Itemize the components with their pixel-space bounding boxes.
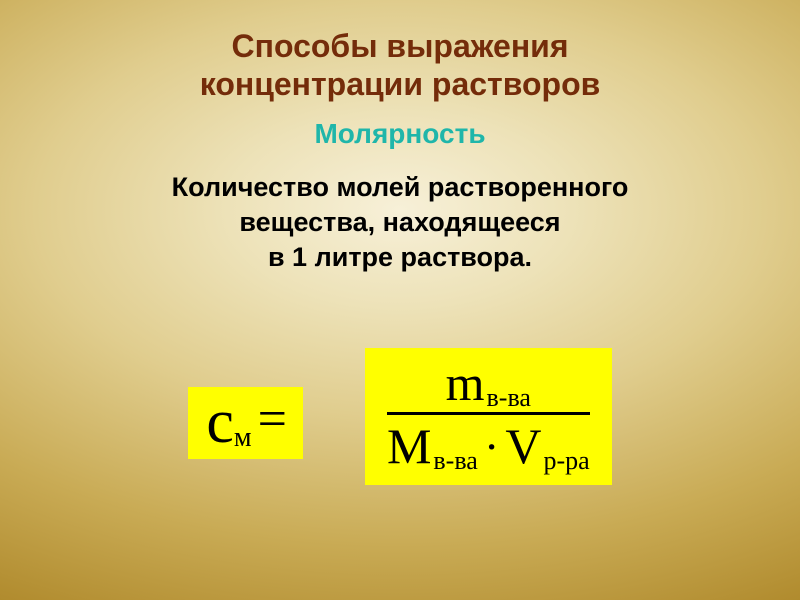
definition-text: Количество молей растворенного вещества,… [0, 170, 800, 275]
equals-sign: = [252, 391, 287, 448]
numerator-symbol: m [446, 358, 485, 408]
title-line-2: концентрации растворов [200, 66, 601, 102]
lhs-subscript: м [234, 422, 252, 453]
definition-line-3: в 1 литре раствора. [268, 242, 532, 272]
denominator-right-subscript: р-ра [541, 448, 589, 474]
formula-rhs: mв-ва Mв-ва . Vр-ра [365, 348, 612, 485]
title-line-1: Способы выражения [232, 28, 569, 64]
denominator-right-symbol: V [505, 421, 541, 471]
numerator: mв-ва [446, 358, 531, 408]
lhs-symbol: с [206, 388, 234, 456]
formula-lhs: см= [188, 387, 303, 459]
denominator-left-symbol: M [387, 421, 431, 471]
multiplication-dot: . [478, 411, 506, 457]
denominator-left-subscript: в-ва [431, 448, 477, 474]
denominator: Mв-ва . Vр-ра [387, 421, 590, 471]
slide-title: Способы выражения концентрации растворов [0, 0, 800, 104]
slide-subtitle: Молярность [0, 118, 800, 150]
slide: Способы выражения концентрации растворов… [0, 0, 800, 600]
definition-line-1: Количество молей растворенного [172, 172, 629, 202]
formula: см= mв-ва Mв-ва . Vр-ра [0, 348, 800, 485]
definition-line-2: вещества, находящееся [239, 207, 560, 237]
